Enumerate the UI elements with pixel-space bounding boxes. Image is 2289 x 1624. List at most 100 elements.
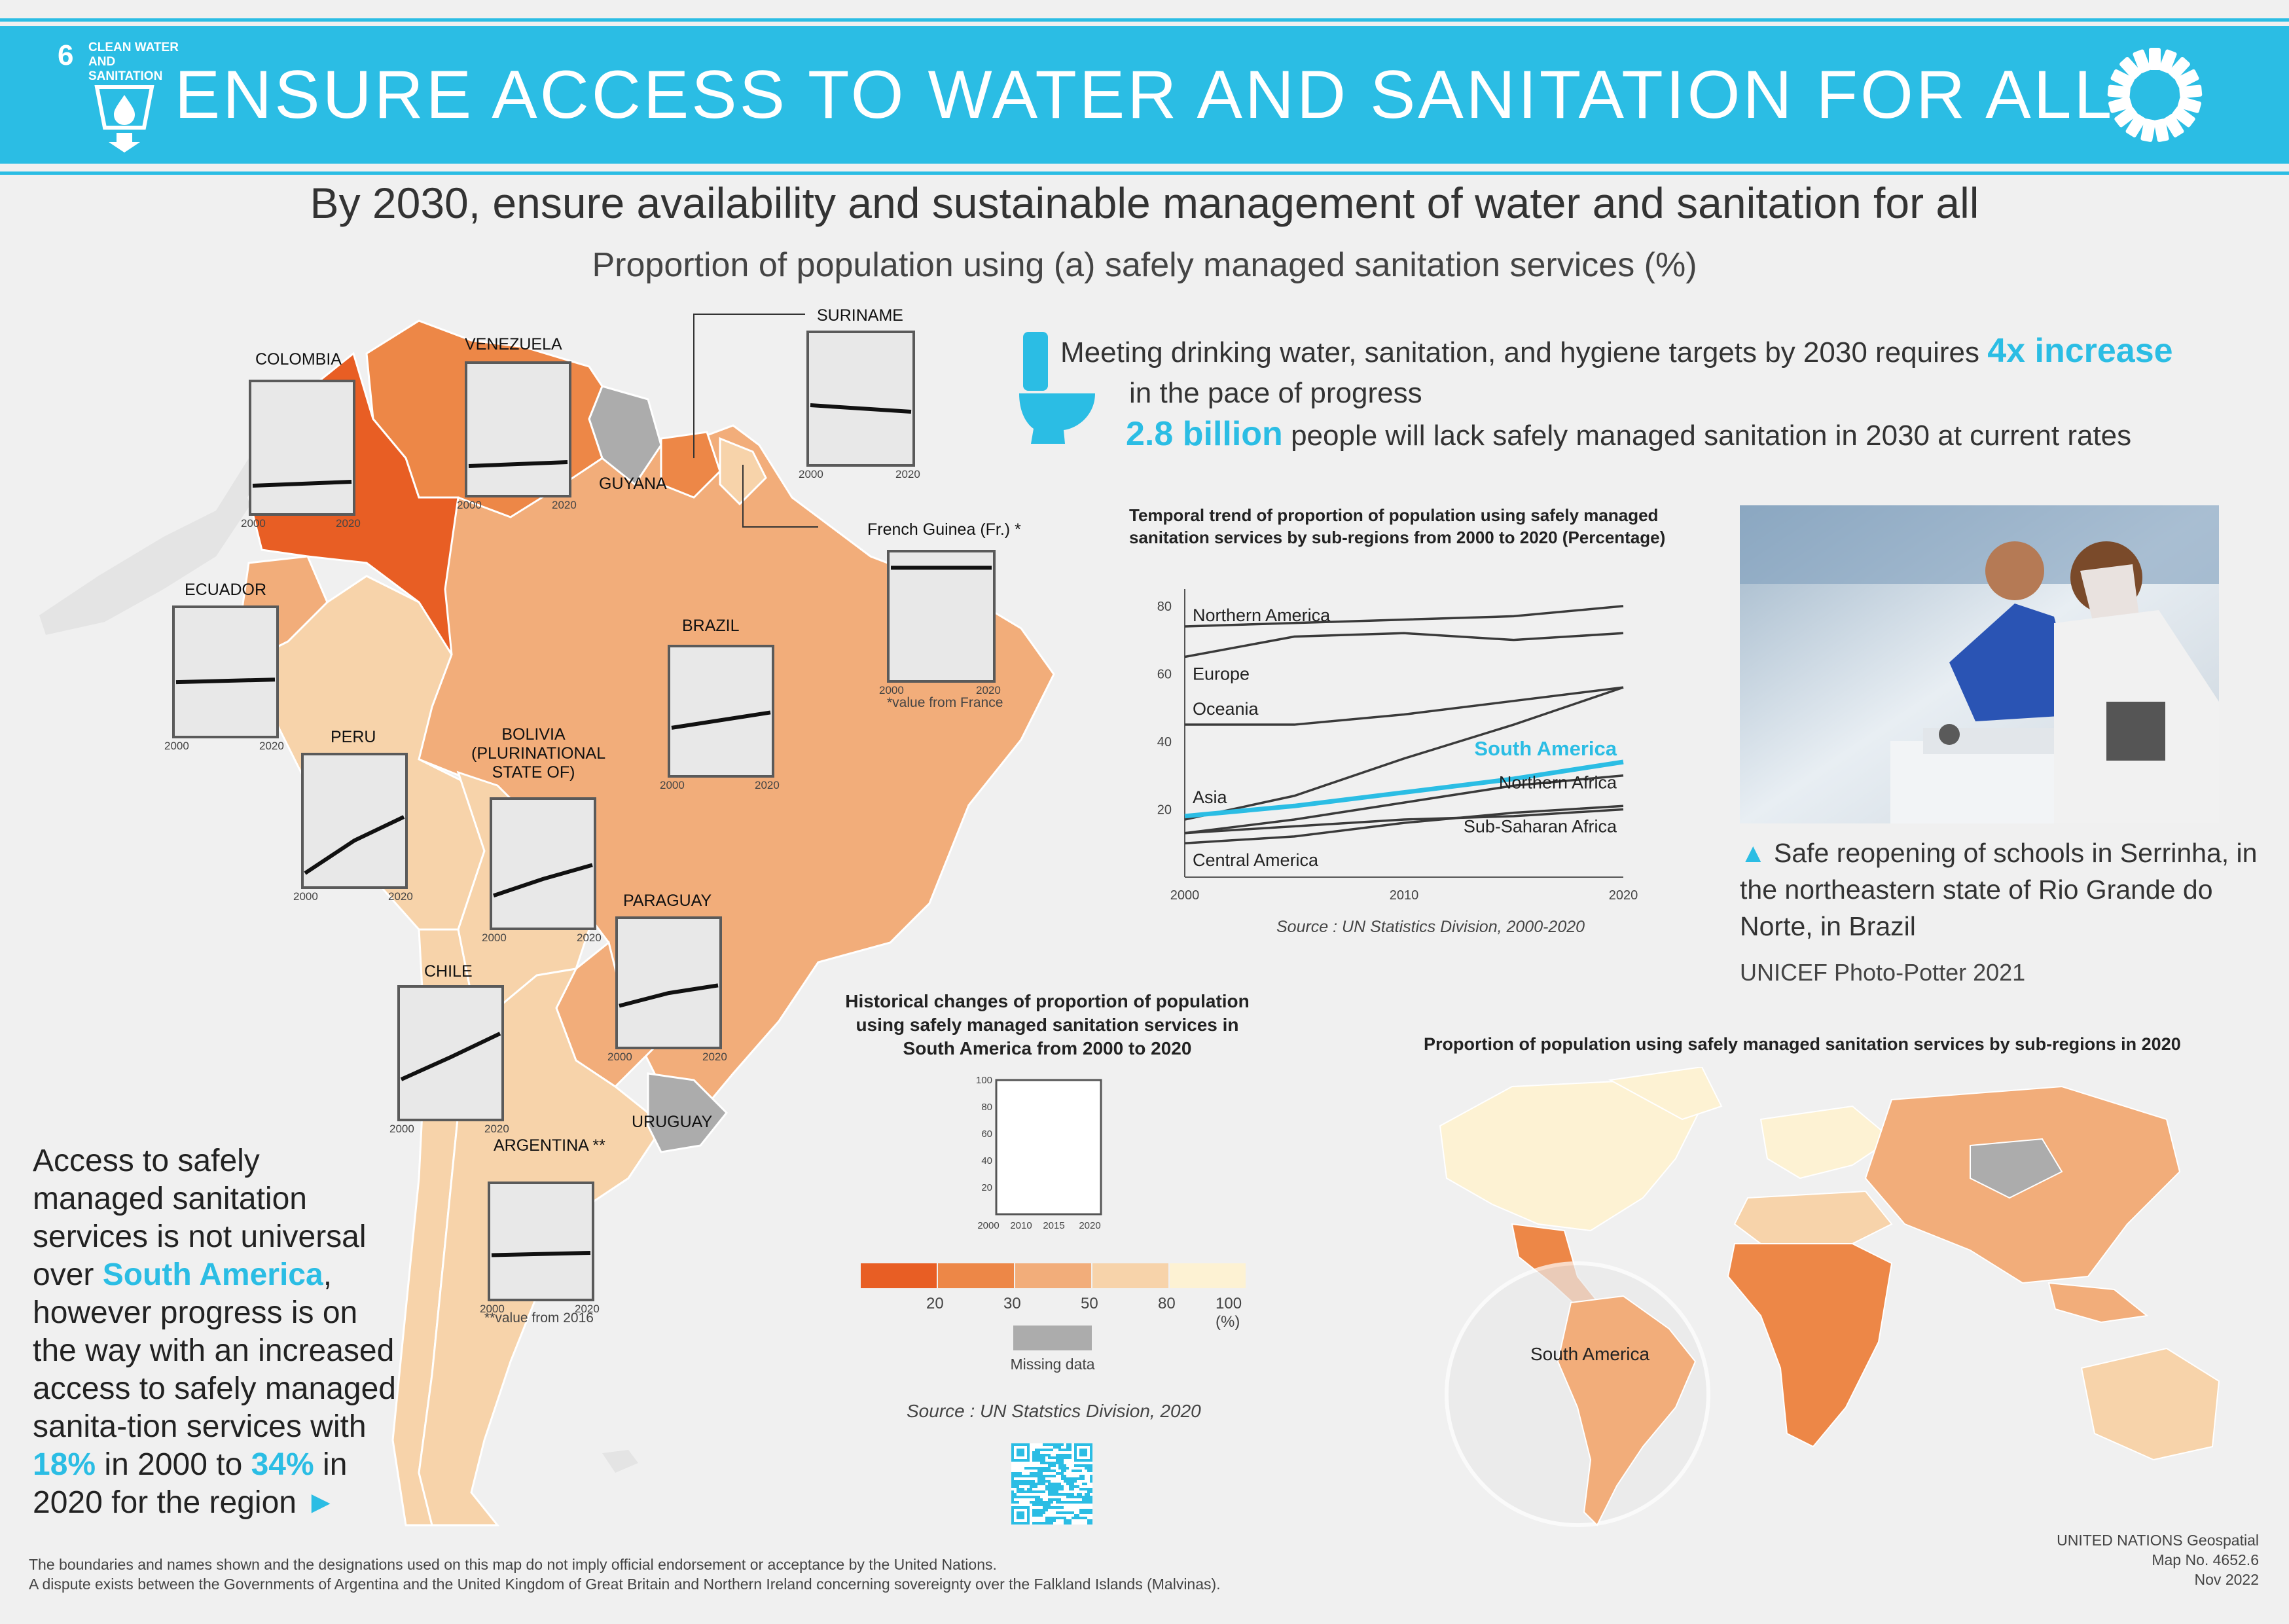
minichart-end-year: 2020 bbox=[336, 517, 361, 530]
minichart-line-ecuador bbox=[175, 677, 276, 685]
series-label: Oceania bbox=[1193, 699, 1259, 719]
access-text-2000: 18% bbox=[33, 1447, 96, 1482]
minichart-series bbox=[175, 677, 276, 685]
footer-map-number: Map No. 4652.6 bbox=[2152, 1551, 2259, 1568]
minichart-brazil bbox=[668, 645, 774, 778]
legend-value: 100 (%) bbox=[1216, 1295, 1242, 1331]
minichart-line-chile bbox=[400, 1032, 501, 1081]
country-label: CHILE bbox=[424, 962, 473, 981]
trend-chart-title: Temporal trend of proportion of populati… bbox=[1129, 505, 1666, 547]
minichart-ecuador bbox=[172, 605, 279, 738]
historical-chart-title: Historical changes of proportion of popu… bbox=[845, 991, 1250, 1058]
access-text: Access to safely managed sanitation serv… bbox=[33, 1142, 399, 1522]
country-label: French Guinea (Fr.) * bbox=[867, 520, 1021, 539]
sdg-label: CLEAN WATER AND SANITATION bbox=[88, 41, 179, 83]
minichart-end-year: 2020 bbox=[575, 1303, 600, 1315]
minichart-end-year: 2020 bbox=[388, 890, 413, 903]
subregion-trend-chart: 20 40 60 80 2000 2010 2020 Northern America Euro… bbox=[1157, 589, 1638, 903]
world-map-title: Proportion of population using safely ma… bbox=[1424, 1034, 2181, 1054]
series-label: Central America bbox=[1193, 850, 1319, 870]
minichart-end-year: 2020 bbox=[755, 779, 780, 791]
minichart-end-year: 2020 bbox=[895, 468, 920, 480]
hist-x-tick: 2000 bbox=[977, 1220, 999, 1231]
minichart-peru bbox=[301, 753, 408, 889]
minichart-paraguay bbox=[615, 916, 722, 1049]
minichart-series bbox=[491, 1251, 591, 1257]
hist-x-tick: 2010 bbox=[1010, 1220, 1032, 1231]
minichart-start-year: 2000 bbox=[607, 1051, 632, 1063]
minichart-start-year: 2000 bbox=[241, 517, 266, 530]
world-map: South America bbox=[1439, 1067, 2220, 1527]
minichart-line-suriname bbox=[810, 403, 912, 414]
x-tick-label: 2010 bbox=[1390, 888, 1419, 903]
historical-chart: 20 40 60 80 100 2000 2010 2015 2020 bbox=[976, 1075, 1102, 1231]
header-bar bbox=[0, 26, 2289, 164]
y-tick-label: 60 bbox=[1157, 667, 1172, 681]
series-line-europe bbox=[1184, 632, 1624, 659]
footer-org: UNITED NATIONS Geospatial bbox=[2057, 1532, 2259, 1549]
minichart-argentina bbox=[488, 1182, 594, 1301]
minichart-series bbox=[400, 1032, 501, 1081]
minichart-line-bolivia bbox=[493, 863, 593, 898]
legend-swatch bbox=[861, 1263, 937, 1288]
series-line-oceania bbox=[1185, 686, 1624, 726]
legend-value: 80 bbox=[1158, 1295, 1176, 1312]
fr-guiana-note: *value from France bbox=[887, 695, 1003, 710]
legend-value: 30 bbox=[1003, 1295, 1021, 1312]
country-label: BRAZIL bbox=[682, 617, 740, 635]
series-line-central-america bbox=[1184, 804, 1624, 844]
minichart-bolivia bbox=[490, 797, 596, 930]
label-guyana: GUYANA bbox=[599, 475, 667, 493]
series-label: Asia bbox=[1193, 787, 1228, 807]
headline: By 2030, ensure availability and sustain… bbox=[310, 179, 1979, 227]
minichart-venezuela bbox=[465, 361, 571, 497]
label-uruguay: URUGUAY bbox=[632, 1113, 713, 1131]
legend-missing-label: Missing data bbox=[1010, 1356, 1095, 1373]
disclaimer-line1: The boundaries and names shown and the d… bbox=[29, 1556, 997, 1573]
hist-x-tick: 2020 bbox=[1079, 1220, 1100, 1231]
page-title: ENSURE ACCESS TO WATER AND SANITATION FO… bbox=[174, 57, 2115, 133]
callout-line1: Meeting drinking water, sanitation, and … bbox=[1060, 332, 2173, 370]
subheadline: Proportion of population using (a) safel… bbox=[592, 246, 1697, 284]
legend-swatch bbox=[938, 1263, 1014, 1288]
sdg-wheel-icon bbox=[2107, 48, 2203, 142]
series-label: Sub-Saharan Africa bbox=[1464, 816, 1617, 836]
country-label: SURINAME bbox=[817, 306, 903, 325]
y-tick-label: 20 bbox=[1157, 803, 1172, 817]
minichart-start-year: 2000 bbox=[482, 931, 507, 944]
minichart-line-venezuela bbox=[468, 460, 568, 468]
uruguay-shape bbox=[647, 1072, 729, 1153]
minichart-series bbox=[493, 863, 593, 898]
minichart-colombia bbox=[249, 380, 355, 516]
country-label: BOLIVIA (PLURINATIONAL STATE OF) bbox=[471, 725, 606, 782]
toilet-icon bbox=[1019, 332, 1095, 444]
footer-date: Nov 2022 bbox=[2194, 1571, 2259, 1588]
hist-y-tick: 40 bbox=[981, 1155, 992, 1166]
qr-code-icon[interactable] bbox=[1011, 1443, 1092, 1525]
callout-line3: 2.8 billion people will lack safely mana… bbox=[1126, 415, 2132, 453]
x-tick-label: 2000 bbox=[1170, 888, 1200, 903]
legend-missing-swatch bbox=[1013, 1326, 1092, 1350]
northern-america-shape bbox=[1439, 1079, 1703, 1232]
minichart-line-peru bbox=[304, 815, 405, 875]
minichart-line-colombia bbox=[252, 480, 352, 488]
callout-text: Meeting drinking water, sanitation, and … bbox=[1060, 331, 2278, 456]
header-rule-bottom bbox=[0, 171, 2289, 175]
legend-swatch bbox=[1015, 1263, 1091, 1288]
disclaimer-line2: A dispute exists between the Governments… bbox=[29, 1576, 1221, 1593]
legend-swatch bbox=[1092, 1263, 1168, 1288]
northern-africa-shape bbox=[1733, 1190, 1893, 1244]
legend-value: 20 bbox=[926, 1295, 944, 1312]
minichart-suriname bbox=[806, 331, 915, 467]
minichart-line-paraguay bbox=[619, 983, 719, 1008]
access-text-p4: in 2020 for the region bbox=[33, 1447, 348, 1520]
minichart-start-year: 2000 bbox=[480, 1303, 505, 1315]
minichart-start-year: 2000 bbox=[293, 890, 318, 903]
triangle-up-icon: ▲ bbox=[1740, 838, 1767, 868]
minichart-end-year: 2020 bbox=[577, 931, 602, 944]
legend-swatch bbox=[1170, 1263, 1246, 1288]
europe-shape bbox=[1759, 1105, 1893, 1180]
minichart-line-brazil bbox=[671, 710, 771, 730]
series-line-south-america bbox=[1184, 759, 1624, 819]
hist-y-tick: 60 bbox=[981, 1128, 992, 1140]
